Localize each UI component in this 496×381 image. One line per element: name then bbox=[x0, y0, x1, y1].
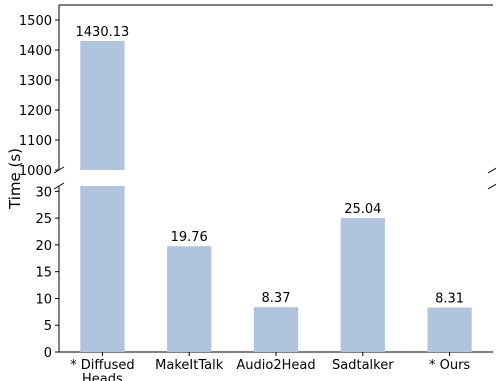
x-tick-label: Sadtalker bbox=[332, 358, 394, 373]
lower-y-tick-label: 15 bbox=[35, 266, 52, 281]
upper-y-tick-label: 1200 bbox=[19, 104, 52, 119]
data-label: 19.76 bbox=[171, 230, 208, 245]
bar bbox=[427, 307, 472, 352]
x-tick-label: * Diffused Heads bbox=[70, 358, 134, 381]
x-tick-label: MakeItTalk bbox=[155, 358, 224, 373]
bar bbox=[167, 246, 212, 352]
upper-panel: 1000 1100 1200 1300 1400 1500 bbox=[19, 4, 493, 179]
x-tick-label: Audio2Head bbox=[236, 358, 315, 373]
axis-break-mark bbox=[53, 166, 65, 174]
data-label: 25.04 bbox=[344, 202, 381, 217]
upper-y-tick-label: 1100 bbox=[19, 134, 52, 149]
lower-y-tick-label: 10 bbox=[35, 292, 52, 307]
data-label: 8.31 bbox=[435, 292, 464, 307]
bars bbox=[80, 40, 472, 352]
upper-y-tick-label: 1300 bbox=[19, 74, 52, 89]
upper-y-tick-label: 1400 bbox=[19, 44, 52, 59]
data-labels: 1430.13 19.76 8.37 25.04 8.31 bbox=[76, 25, 465, 307]
data-label: 8.37 bbox=[262, 291, 291, 306]
lower-panel: 0 5 10 15 20 25 30 bbox=[35, 166, 496, 361]
bar bbox=[253, 307, 299, 352]
lower-y-tick-label: 0 bbox=[44, 346, 52, 361]
bar-upper-segment bbox=[80, 40, 125, 170]
lower-y-tick-label: 5 bbox=[44, 319, 52, 334]
axis-break-mark bbox=[53, 182, 65, 190]
x-tick-label: * Ours bbox=[429, 358, 470, 373]
bar bbox=[340, 217, 385, 352]
axis-break-mark bbox=[487, 167, 496, 174]
data-label: 1430.13 bbox=[76, 25, 130, 40]
axis-break-mark bbox=[487, 183, 496, 190]
y-axis-title: Time (s) bbox=[6, 148, 24, 210]
x-tick-labels: * Diffused Heads MakeItTalk Audio2Head Sadta… bbox=[70, 352, 470, 381]
upper-y-tick-label: 1000 bbox=[19, 164, 52, 179]
lower-y-tick-label: 20 bbox=[35, 239, 52, 254]
lower-y-tick-label: 25 bbox=[35, 212, 52, 227]
lower-y-tick-label: 30 bbox=[35, 185, 52, 200]
bar bbox=[80, 186, 125, 352]
upper-y-tick-label: 1500 bbox=[19, 14, 52, 29]
